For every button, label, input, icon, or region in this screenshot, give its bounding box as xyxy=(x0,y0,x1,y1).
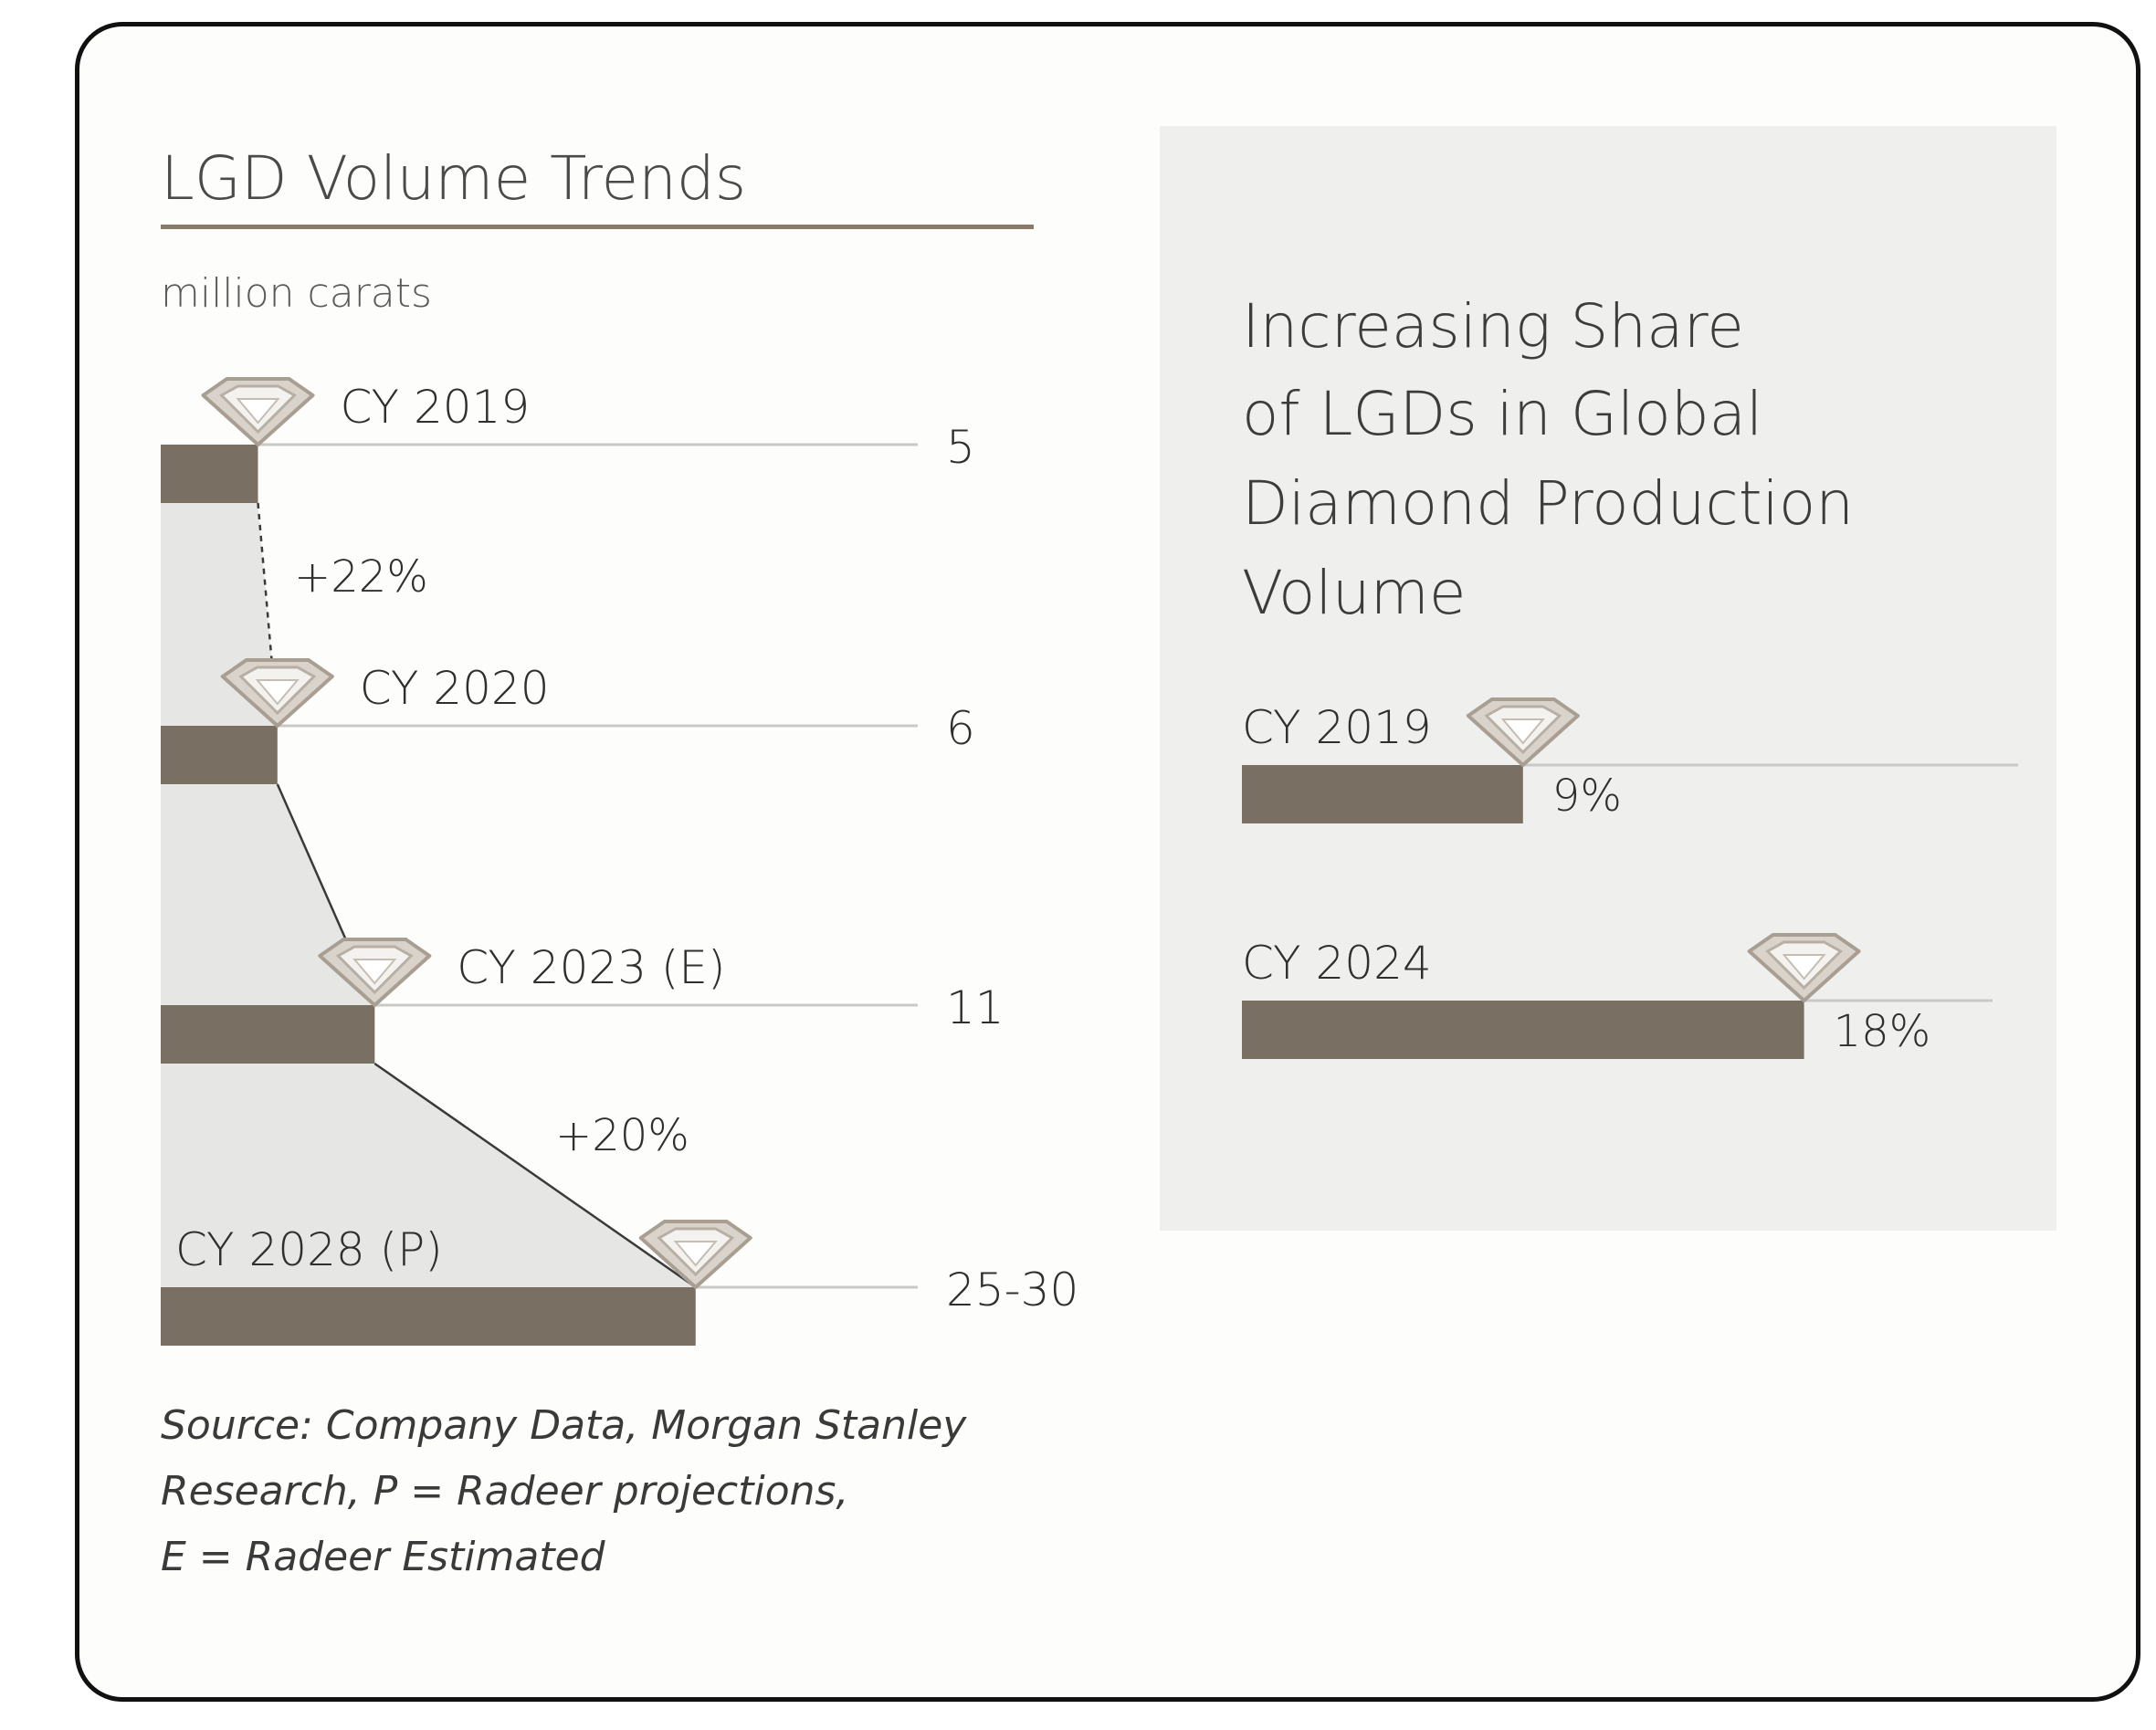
unit-label: million carats xyxy=(161,270,432,317)
growth-label-0: +22% xyxy=(294,551,428,603)
right-title-line-3: Diamond Production xyxy=(1242,468,1854,539)
diamond-icon xyxy=(201,377,315,446)
bar-cy-2019 xyxy=(161,445,258,503)
share-value-label-cy-2019: 9% xyxy=(1552,771,1622,822)
right-title-line-2: of LGDs in Global xyxy=(1242,379,1762,449)
share-bar-cy-2024 xyxy=(1242,1001,1804,1059)
right-title-line-1: Increasing Share xyxy=(1242,291,1744,362)
value-label-cy-2023-e: 11 xyxy=(946,981,1004,1034)
source-line-3: E = Radeer Estimated xyxy=(161,1534,606,1580)
share-bar-cy-2019 xyxy=(1242,765,1523,823)
category-label-cy-2028-p: CY 2028 (P) xyxy=(175,1223,443,1276)
bar-cy-2020 xyxy=(161,726,278,784)
left-chart-title: LGD Volume Trends xyxy=(161,143,746,214)
left-bar-chart: CY 2019 5 CY 2020 6 CY 2023 (E) 11 CY 2028 (P)… xyxy=(161,377,1078,1346)
share-category-label-cy-2024: CY 2024 xyxy=(1242,937,1432,990)
right-bar-chart: CY 2019 9% CY 2024 18% xyxy=(1242,697,2018,1059)
value-label-cy-2028-p: 25-30 xyxy=(946,1263,1078,1316)
growth-label-1: +20% xyxy=(555,1110,689,1161)
category-label-cy-2019: CY 2019 xyxy=(341,381,531,434)
value-label-cy-2020: 6 xyxy=(946,702,975,755)
bar-cy-2023-e xyxy=(161,1005,375,1064)
volume-band xyxy=(161,503,696,1346)
title-underline xyxy=(161,225,1034,229)
connector-2 xyxy=(373,1062,697,1289)
source-line-1: Source: Company Data, Morgan Stanley xyxy=(161,1402,967,1449)
share-value-label-cy-2024: 18% xyxy=(1834,1006,1931,1057)
bar-cy-2028-p xyxy=(161,1287,696,1346)
category-label-cy-2023-e: CY 2023 (E) xyxy=(457,941,725,994)
category-label-cy-2020: CY 2020 xyxy=(360,662,550,715)
source-line-2: Research, P = Radeer projections, xyxy=(161,1468,848,1515)
right-title-line-4: Volume xyxy=(1242,558,1466,628)
share-category-label-cy-2019: CY 2019 xyxy=(1242,701,1432,754)
value-label-cy-2019: 5 xyxy=(946,421,975,474)
